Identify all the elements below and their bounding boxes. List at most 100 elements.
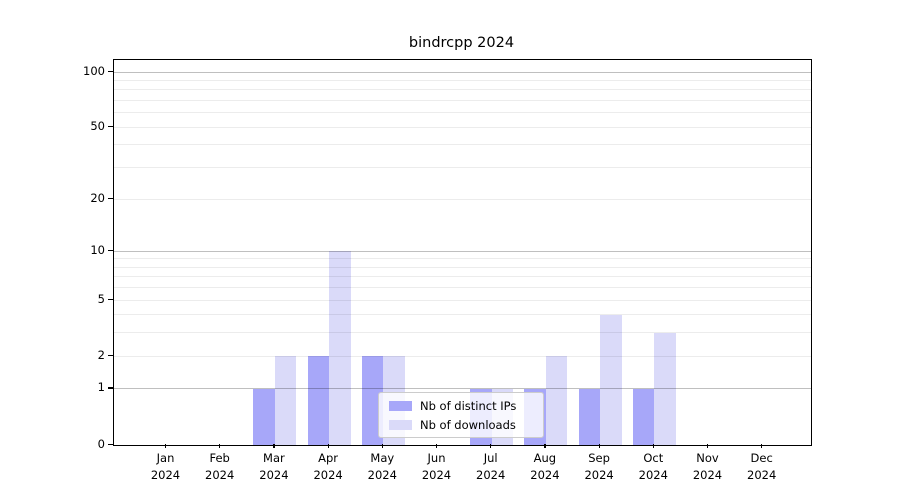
x-tick-year: 2024: [692, 467, 723, 482]
gridline-minor: [114, 355, 811, 357]
gridline-minor: [114, 198, 811, 200]
x-tick-year: 2024: [367, 467, 397, 482]
x-tick-label: Aug 2024: [517, 450, 573, 483]
y-tick-label: 20: [90, 190, 105, 205]
x-tick-label: Jul 2024: [463, 450, 519, 483]
x-tick-label: May 2024: [354, 450, 410, 483]
x-tick: [544, 444, 546, 448]
x-tick-label: Feb 2024: [192, 450, 248, 483]
bar-distinct-ips-sep: [578, 388, 601, 445]
x-tick-label: Jun 2024: [409, 450, 465, 483]
x-tick: [381, 444, 383, 448]
gridline-minor: [114, 332, 811, 334]
gridline-minor: [114, 299, 811, 301]
x-tick-year: 2024: [638, 467, 668, 482]
bar-downloads-oct: [654, 332, 676, 445]
x-tick-month: Nov: [696, 451, 719, 465]
x-tick: [219, 444, 221, 448]
x-tick-month: Oct: [643, 451, 664, 465]
x-tick-label: Apr 2024: [300, 450, 356, 483]
gridline-major: [114, 71, 811, 73]
x-tick: [707, 444, 709, 448]
x-tick-year: 2024: [205, 467, 235, 482]
x-tick-label: Dec 2024: [734, 450, 790, 483]
bar-distinct-ips-oct: [632, 388, 655, 445]
y-tick: [108, 387, 113, 389]
x-tick-year: 2024: [421, 467, 452, 482]
gridline-major: [114, 388, 811, 390]
x-tick-month: Jun: [427, 451, 446, 465]
bar-distinct-ips-mar: [253, 388, 275, 445]
y-tick-label: 100: [83, 63, 105, 78]
chart-title: bindrcpp 2024: [408, 35, 515, 51]
gridline-minor: [114, 112, 811, 114]
y-tick: [108, 197, 113, 199]
gridline-minor: [114, 167, 811, 169]
x-tick-month: Jan: [156, 451, 175, 465]
bar-downloads-mar: [274, 356, 297, 445]
x-tick-year: 2024: [259, 467, 289, 482]
legend-label-downloads: Nb of downloads: [420, 417, 516, 432]
chart-legend: Nb of distinct IPs Nb of downloads: [378, 392, 544, 438]
x-tick: [273, 444, 275, 448]
x-tick-month: Apr: [318, 451, 339, 465]
x-tick: [490, 444, 492, 448]
plot-canvas: [114, 60, 811, 445]
bar-downloads-aug: [545, 356, 568, 445]
y-tick: [108, 298, 113, 300]
y-tick-label: 2: [97, 347, 105, 362]
legend-entry-distinct-ips: Nb of distinct IPs: [389, 399, 543, 413]
x-tick-label: Oct 2024: [625, 450, 681, 483]
x-tick-month: May: [370, 451, 395, 465]
y-tick-label: 1: [97, 380, 105, 395]
x-tick-month: Mar: [263, 451, 285, 465]
y-tick-label: 50: [90, 118, 105, 133]
gridline-minor: [114, 287, 811, 289]
y-tick: [108, 443, 113, 445]
y-tick: [108, 249, 113, 251]
x-tick-month: Jul: [483, 451, 498, 465]
x-tick-label: Mar 2024: [246, 450, 302, 483]
x-tick: [436, 444, 438, 448]
bar-downloads-apr: [329, 251, 351, 445]
x-tick-year: 2024: [747, 467, 777, 482]
x-tick-year: 2024: [530, 467, 560, 482]
y-tick-label: 10: [90, 242, 105, 257]
x-tick-label: Jan 2024: [138, 450, 194, 483]
bar-downloads-sep: [600, 314, 622, 445]
gridline-minor: [114, 276, 811, 278]
bar-distinct-ips-apr: [307, 356, 330, 445]
x-tick-label: Sep 2024: [571, 450, 627, 483]
legend-entry-downloads: Nb of downloads: [389, 418, 543, 432]
gridline-minor: [114, 80, 811, 82]
x-tick: [598, 444, 600, 448]
gridline-major: [114, 250, 811, 252]
gridline-minor: [114, 100, 811, 102]
x-tick: [165, 444, 167, 448]
legend-swatch-downloads: [389, 419, 412, 430]
y-tick: [108, 354, 113, 356]
gridline-minor: [114, 144, 811, 146]
x-tick-month: Sep: [588, 451, 610, 465]
y-tick: [108, 125, 113, 127]
y-tick: [108, 70, 113, 72]
gridline-minor: [114, 126, 811, 128]
x-tick-year: 2024: [150, 467, 181, 482]
x-tick-month: Dec: [750, 451, 773, 465]
x-tick-year: 2024: [476, 467, 506, 482]
y-tick-label: 0: [97, 436, 105, 451]
legend-swatch-distinct-ips: [389, 400, 412, 411]
x-tick-month: Aug: [533, 451, 557, 465]
x-tick-label: Nov 2024: [680, 450, 736, 483]
x-tick: [652, 444, 654, 448]
bar-distinct-ips-may: [361, 356, 384, 445]
gridline-minor: [114, 89, 811, 91]
gridline-minor: [114, 258, 811, 260]
gridline-minor: [114, 314, 811, 316]
x-tick: [327, 444, 329, 448]
x-tick-month: Feb: [209, 451, 230, 465]
plot-area: [113, 59, 812, 446]
x-tick: [761, 444, 763, 448]
y-tick-label: 5: [97, 291, 105, 306]
